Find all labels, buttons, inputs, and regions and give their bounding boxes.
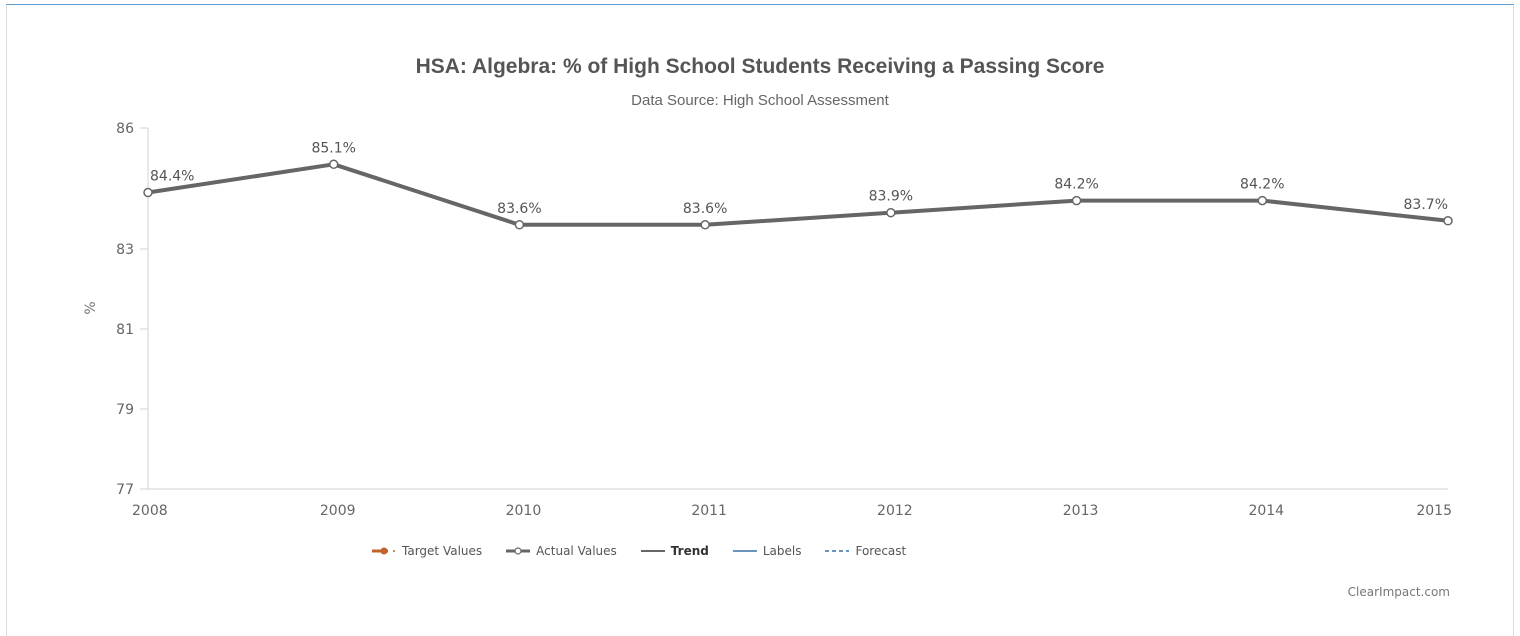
x-tick-label: 2015 [1416, 503, 1452, 519]
legend-item-trend[interactable]: Trend [639, 544, 709, 558]
legend-symbol-icon [640, 550, 665, 552]
y-tick-label: 81 [116, 322, 134, 338]
data-point [700, 220, 710, 230]
legend-symbol-icon [372, 547, 395, 555]
data-label: 83.7% [1404, 197, 1448, 213]
legend: Target Values Actual Values Trend Labels For… [370, 544, 928, 558]
data-label: 83.6% [683, 201, 727, 217]
y-axis-ticks: 77 79 81 83 86 [116, 121, 148, 498]
series-line [146, 162, 1450, 227]
legend-symbol-icon [825, 550, 850, 552]
legend-symbol-icon [506, 547, 531, 555]
chart-title: HSA: Algebra: % of High School Students … [415, 55, 1105, 78]
y-tick-label: 77 [116, 482, 134, 498]
data-label: 84.4% [150, 169, 194, 185]
x-tick-label: 2011 [691, 503, 727, 519]
data-point [1257, 195, 1268, 206]
legend-label: Forecast [855, 544, 907, 558]
legend-item-labels[interactable]: Labels [731, 544, 802, 558]
series-actual-values [143, 159, 1453, 230]
data-point [1443, 216, 1453, 226]
data-label: 84.2% [1054, 177, 1098, 193]
x-tick-label: 2013 [1063, 503, 1099, 519]
chart-container [6, 4, 1514, 636]
x-tick-label: 2009 [320, 503, 356, 519]
x-axis-ticks: 2008 2009 2010 2011 2012 2013 2014 2015 [132, 503, 1452, 519]
y-tick-label: 79 [116, 402, 134, 418]
y-axis-title: % [83, 301, 99, 314]
x-tick-label: 2014 [1248, 503, 1284, 519]
data-point [328, 159, 339, 170]
legend-label: Target Values [402, 544, 483, 558]
y-tick-label: 83 [116, 242, 134, 258]
x-tick-label: 2008 [132, 503, 168, 519]
data-point [1071, 195, 1082, 206]
data-label: 85.1% [311, 140, 355, 156]
chart-subtitle: Data Source: High School Assessment [631, 92, 889, 109]
data-label: 84.2% [1240, 177, 1284, 193]
legend-label: Actual Values [536, 544, 617, 558]
x-tick-label: 2012 [877, 503, 913, 519]
y-tick-label: 86 [116, 121, 134, 137]
data-point [514, 220, 525, 230]
x-tick-label: 2010 [506, 503, 542, 519]
data-labels: 84.4% 85.1% 83.6% 83.6% 83.9% 84.2% 84.2% 83.7% [150, 140, 1448, 217]
legend-item-forecast[interactable]: Forecast [823, 544, 906, 558]
legend-label: Trend [670, 544, 709, 558]
legend-label: Labels [762, 544, 802, 558]
legend-item-actual-values[interactable]: Actual Values [504, 544, 617, 558]
legend-item-target-values[interactable]: Target Values [370, 544, 482, 558]
data-point [886, 207, 896, 218]
credit-link[interactable]: ClearImpact.com [1347, 585, 1450, 599]
data-point [143, 187, 153, 198]
legend-symbol-icon [732, 550, 757, 552]
data-label: 83.6% [497, 201, 541, 217]
data-label: 83.9% [869, 189, 913, 205]
